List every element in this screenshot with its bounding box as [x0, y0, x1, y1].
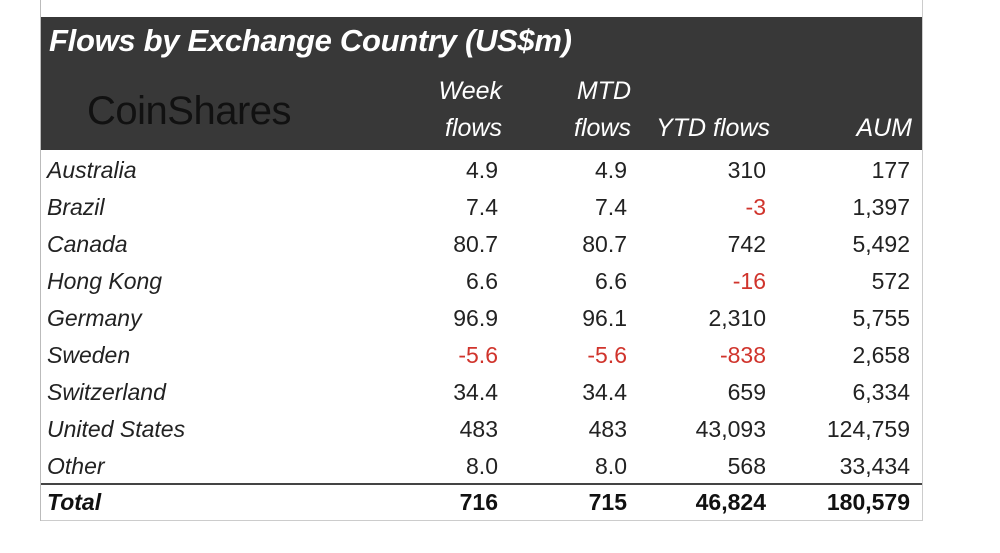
country-name: Other [47, 453, 105, 479]
country-name: Switzerland [47, 379, 166, 405]
cell-value: 177 [871, 157, 910, 183]
country-name: Brazil [47, 194, 105, 220]
cell-value: 80.7 [582, 231, 627, 257]
table-row: Canada 80.7 80.7 742 5,492 [41, 227, 922, 264]
cell-value: 34.4 [453, 379, 498, 405]
table-row: Brazil 7.4 7.4 -3 1,397 [41, 190, 922, 227]
cell-value: -5.6 [587, 342, 627, 368]
cell-value: 96.9 [453, 305, 498, 331]
cell-value: 742 [727, 231, 766, 257]
cell-value: 2,658 [852, 342, 910, 368]
cell-value: 1,397 [852, 194, 910, 220]
cell-value: 124,759 [826, 416, 910, 442]
cell-value: 6.6 [595, 268, 627, 294]
table-row: Australia 4.9 4.9 310 177 [41, 153, 922, 190]
cell-value: -3 [745, 194, 766, 220]
cell-value: 659 [727, 379, 766, 405]
table-row: Other 8.0 8.0 568 33,434 [41, 449, 922, 486]
cell-value: 34.4 [582, 379, 627, 405]
cell-value: 483 [588, 416, 627, 442]
flows-table: Flows by Exchange Country (US$m) CoinSha… [41, 17, 922, 521]
cell-value: 96.1 [582, 305, 627, 331]
cell-value: 180,579 [826, 489, 910, 515]
country-name: Hong Kong [47, 268, 163, 294]
cell-value: 5,755 [852, 305, 910, 331]
table-row: Germany 96.9 96.1 2,310 5,755 [41, 301, 922, 338]
total-row: Total 716 715 46,824 180,579 [41, 485, 922, 522]
cell-value: 483 [459, 416, 498, 442]
cell-value: 310 [727, 157, 766, 183]
cell-value: -838 [719, 342, 766, 368]
country-name: Canada [47, 231, 128, 257]
total-divider [41, 483, 922, 485]
cell-value: 46,824 [695, 489, 766, 515]
col-ytd: YTD flows [656, 114, 770, 142]
cell-value: 43,093 [695, 416, 766, 442]
cell-value: -5.6 [458, 342, 498, 368]
cell-value: 8.0 [595, 453, 627, 479]
cell-value: 7.4 [466, 194, 498, 220]
cell-value: 568 [727, 453, 766, 479]
cell-value: 572 [871, 268, 910, 294]
left-border [40, 0, 41, 521]
cell-value: -16 [732, 268, 766, 294]
table-row: United States 483 483 43,093 124,759 [41, 412, 922, 449]
cell-value: 715 [588, 489, 627, 515]
table-row: Hong Kong 6.6 6.6 -16 572 [41, 264, 922, 301]
bottom-border [41, 520, 922, 521]
cell-value: 80.7 [453, 231, 498, 257]
col-mtd: MTD flows [574, 77, 631, 142]
cell-value: 5,492 [852, 231, 910, 257]
country-name: Total [47, 489, 102, 515]
cell-value: 7.4 [595, 194, 627, 220]
cell-value: 6.6 [466, 268, 498, 294]
table-title: Flows by Exchange Country (US$m) [49, 23, 572, 58]
table-header: Flows by Exchange Country (US$m) CoinSha… [41, 17, 922, 150]
right-border [922, 0, 923, 521]
country-name: Australia [47, 157, 137, 183]
country-name: United States [47, 416, 186, 442]
country-name: Sweden [47, 342, 131, 368]
cell-value: 33,434 [839, 453, 910, 479]
table-row: Sweden -5.6 -5.6 -838 2,658 [41, 338, 922, 375]
cell-value: 4.9 [595, 157, 627, 183]
col-aum: AUM [856, 114, 912, 142]
cell-value: 4.9 [466, 157, 498, 183]
cell-value: 8.0 [466, 453, 498, 479]
cell-value: 2,310 [708, 305, 766, 331]
cell-value: 6,334 [852, 379, 910, 405]
cell-value: 716 [459, 489, 498, 515]
col-week: Week flows [438, 77, 502, 142]
coinshares-logo: CoinShares [87, 89, 292, 133]
country-name: Germany [47, 305, 142, 331]
table-row: Switzerland 34.4 34.4 659 6,334 [41, 375, 922, 412]
